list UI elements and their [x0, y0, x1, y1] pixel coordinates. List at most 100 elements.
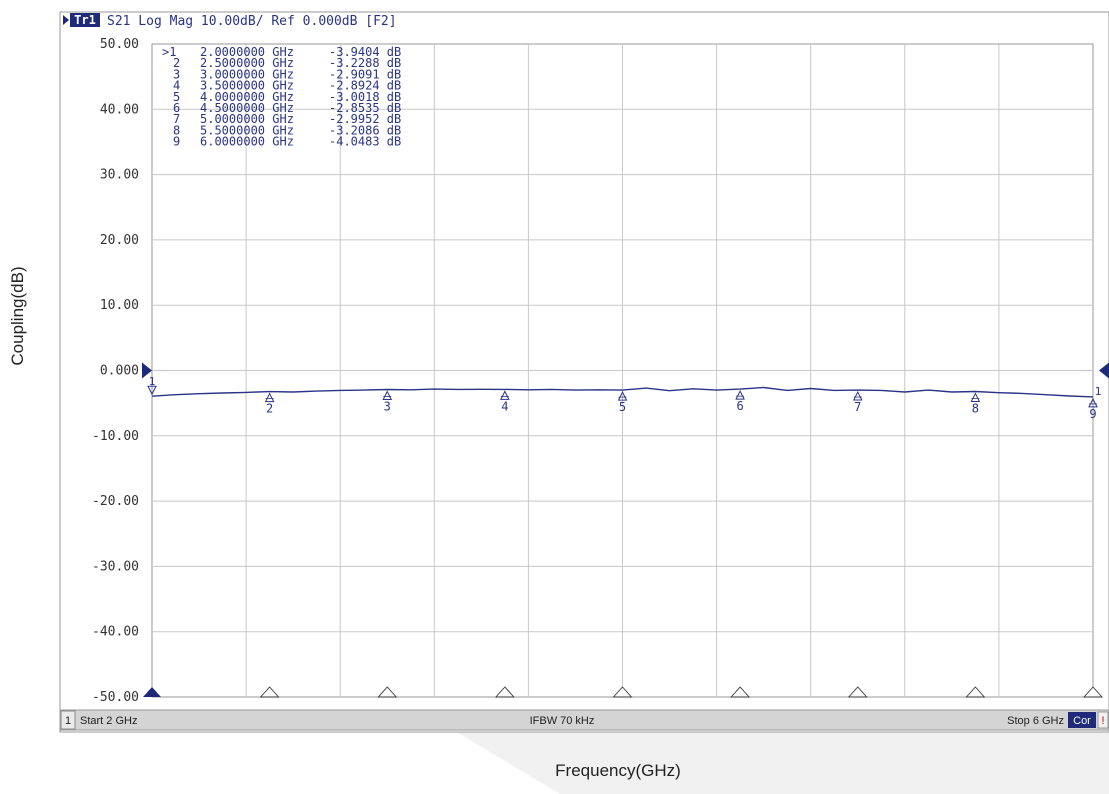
marker-table-id: 5	[173, 90, 180, 104]
marker-table-id: 4	[173, 79, 180, 93]
y-tick-label: 50.00	[100, 37, 139, 52]
marker-table-frequency: 2.0000000 GHz	[200, 45, 294, 59]
marker-table-value: -3.9404 dB	[329, 45, 401, 59]
marker-position-icon[interactable]	[965, 686, 986, 698]
marker-label: 5	[619, 400, 626, 414]
marker-label: 4	[501, 399, 508, 413]
marker-table-id: 2	[173, 56, 180, 70]
marker-label: 8	[972, 401, 979, 415]
marker-position-icon[interactable]	[730, 686, 751, 698]
x-axis-label: Frequency(GHz)	[555, 761, 681, 780]
marker-table-frequency: 4.5000000 GHz	[200, 101, 294, 115]
marker-table-row: 5 4.0000000 GHz -3.0018 dB	[173, 90, 401, 104]
marker-position-icon[interactable]	[847, 686, 868, 698]
trace-info: S21 Log Mag 10.00dB/ Ref 0.000dB [F2]	[107, 14, 397, 29]
y-tick-label: 10.00	[100, 298, 139, 313]
reference-level-right-icon[interactable]	[1099, 362, 1109, 379]
reference-markers	[142, 362, 1109, 379]
marker-label: 2	[266, 402, 273, 416]
stop-frequency[interactable]: Stop 6 GHz	[1007, 715, 1064, 727]
marker-table-frequency: 6.0000000 GHz	[200, 135, 294, 149]
marker-table-row: >1 2.0000000 GHz -3.9404 dB	[162, 45, 401, 59]
marker-table-row: 9 6.0000000 GHz -4.0483 dB	[173, 135, 401, 149]
marker-table-value: -3.0018 dB	[329, 90, 401, 104]
y-axis-label: Coupling(dB)	[8, 266, 27, 365]
marker-table-frequency: 2.5000000 GHz	[200, 56, 294, 70]
marker-table-id: 8	[173, 123, 180, 137]
warning-flag: !	[1101, 715, 1104, 727]
decorative-backdrop	[433, 718, 1109, 794]
trace-markers: 1 2 3 4 5 6 7 8 9 1	[147, 375, 1102, 421]
marker-icon[interactable]	[852, 390, 863, 401]
marker-label: 1	[1095, 385, 1102, 398]
marker-label: 3	[384, 399, 391, 413]
marker-table-value: -2.8535 dB	[329, 101, 401, 115]
correction-badge[interactable]: Cor	[1073, 715, 1091, 727]
trace-header: Tr1 S21 Log Mag 10.00dB/ Ref 0.000dB [F2…	[63, 13, 397, 29]
marker-label: 7	[854, 400, 861, 414]
y-tick-labels: 50.00 40.00 30.00 20.00 10.00 0.000 -10.00 -20.…	[92, 37, 139, 705]
marker-active-icon[interactable]	[147, 385, 157, 396]
marker-label: 1	[149, 375, 156, 388]
marker-table-id: 6	[173, 101, 180, 115]
marker-table-value: -2.9091 dB	[329, 67, 401, 81]
trace-line-s21	[151, 386, 1094, 398]
status-bar: 1 Start 2 GHz IFBW 70 kHz Stop 6 GHz Cor…	[59, 709, 1109, 731]
marker-table-row: 4 3.5000000 GHz -2.8924 dB	[173, 79, 401, 93]
marker-icon[interactable]	[735, 390, 745, 400]
marker-table-value: -4.0483 dB	[329, 135, 401, 149]
marker-position-icon[interactable]	[1082, 686, 1104, 698]
marker-table-frequency: 3.5000000 GHz	[200, 79, 294, 93]
marker-table-row: 3 3.0000000 GHz -2.9091 dB	[173, 67, 401, 81]
marker-table-row: 7 5.0000000 GHz -2.9952 dB	[173, 112, 401, 126]
marker-table-row: 6 4.5000000 GHz -2.8535 dB	[173, 101, 401, 115]
marker-table-row: 2 2.5000000 GHz -3.2288 dB	[173, 56, 401, 70]
marker-table-frequency: 5.5000000 GHz	[200, 123, 294, 137]
marker-position-active-icon[interactable]	[143, 687, 161, 697]
marker-table-id: >1	[162, 45, 176, 59]
marker-table: >1 2.0000000 GHz -3.9404 dB 2 2.5000000 GHz -…	[162, 45, 401, 149]
trace-badge[interactable]: Tr1	[74, 13, 96, 27]
channel-number[interactable]: 1	[65, 715, 71, 727]
warning-flag-bg	[1097, 711, 1109, 729]
marker-table-frequency: 5.0000000 GHz	[200, 112, 294, 126]
marker-position-icon[interactable]	[494, 686, 515, 698]
marker-table-id: 9	[173, 135, 180, 149]
marker-table-frequency: 3.0000000 GHz	[200, 67, 294, 81]
marker-position-icon[interactable]	[612, 686, 633, 698]
y-tick-label: 20.00	[100, 233, 139, 248]
marker-table-row: 8 5.5000000 GHz -3.2086 dB	[173, 123, 401, 137]
marker-position-icon[interactable]	[377, 686, 398, 698]
reference-level-left-icon[interactable]	[142, 362, 152, 379]
marker-icon[interactable]	[970, 392, 981, 402]
y-tick-label: -20.00	[92, 494, 139, 509]
marker-icon[interactable]	[1088, 397, 1098, 408]
marker-icon[interactable]	[264, 392, 275, 403]
ifbw-setting[interactable]: IFBW 70 kHz	[530, 715, 595, 727]
y-tick-label: -10.00	[92, 429, 139, 444]
cor-badge-bg	[1068, 712, 1096, 728]
status-bar-bg	[59, 709, 1109, 731]
trace-badge-bg	[70, 13, 100, 27]
y-tick-label: 0.000	[100, 364, 139, 379]
trace-active-arrow-icon	[63, 15, 69, 25]
marker-label: 6	[737, 399, 744, 413]
marker-table-id: 7	[173, 112, 180, 126]
y-tick-label: -40.00	[92, 625, 139, 640]
marker-icon[interactable]	[617, 390, 628, 401]
marker-icon[interactable]	[500, 390, 510, 400]
marker-table-value: -3.2086 dB	[329, 123, 401, 137]
bottom-marker-indicators	[143, 686, 1104, 698]
marker-label: 9	[1089, 407, 1096, 421]
y-tick-label: 30.00	[100, 168, 139, 183]
marker-table-id: 3	[173, 67, 180, 81]
marker-position-icon[interactable]	[259, 686, 280, 698]
y-tick-label: -30.00	[92, 559, 139, 574]
y-tick-label: 40.00	[100, 102, 139, 117]
marker-icon[interactable]	[382, 390, 393, 400]
start-frequency[interactable]: Start 2 GHz	[80, 715, 137, 727]
y-tick-label: -50.00	[92, 690, 139, 705]
marker-table-value: -2.8924 dB	[329, 79, 401, 93]
